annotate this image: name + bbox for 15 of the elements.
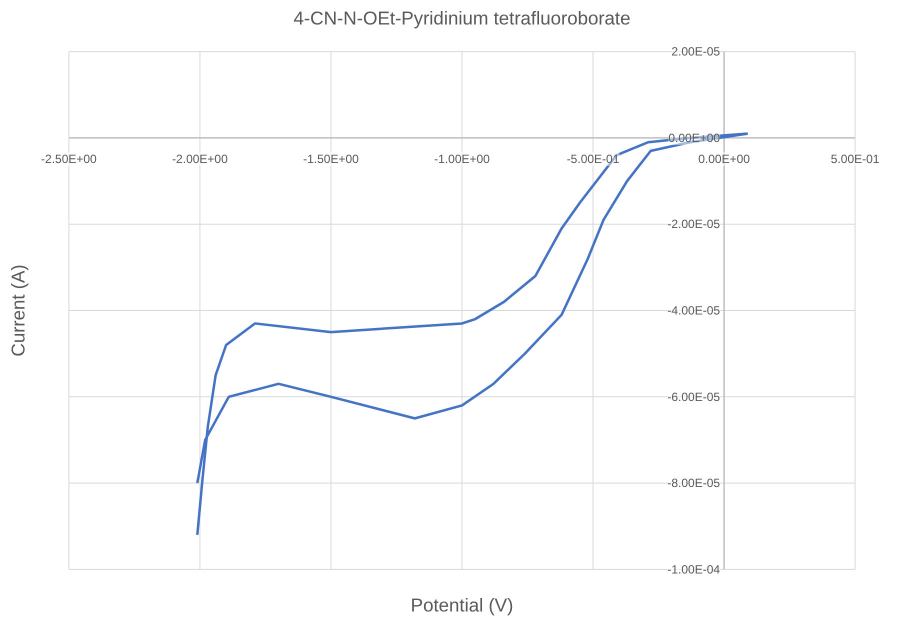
y-tick-label: -1.00E-04 xyxy=(667,562,720,576)
y-tick-label: 2.00E-05 xyxy=(671,44,720,59)
x-tick-label: 0.00E+00 xyxy=(698,152,750,166)
x-tick-label: -2.50E+00 xyxy=(41,152,98,166)
x-tick-label: -2.00E+00 xyxy=(172,152,228,166)
y-axis-title: Current (A) xyxy=(8,264,28,357)
y-tick-label: -4.00E-05 xyxy=(667,304,720,318)
y-tick-label: -2.00E-05 xyxy=(667,217,720,232)
x-tick-label: 5.00E-01 xyxy=(830,152,880,166)
y-tick-label: -6.00E-05 xyxy=(667,390,720,404)
x-tick-label: -1.00E+00 xyxy=(434,152,490,166)
y-tick-label: -8.00E-05 xyxy=(667,476,720,490)
x-tick-label: -1.50E+00 xyxy=(303,152,360,166)
x-axis-title: Potential (V) xyxy=(410,594,514,616)
chart-title: 4-CN-N-OEt-Pyridinium tetrafluoroborate xyxy=(294,8,630,28)
